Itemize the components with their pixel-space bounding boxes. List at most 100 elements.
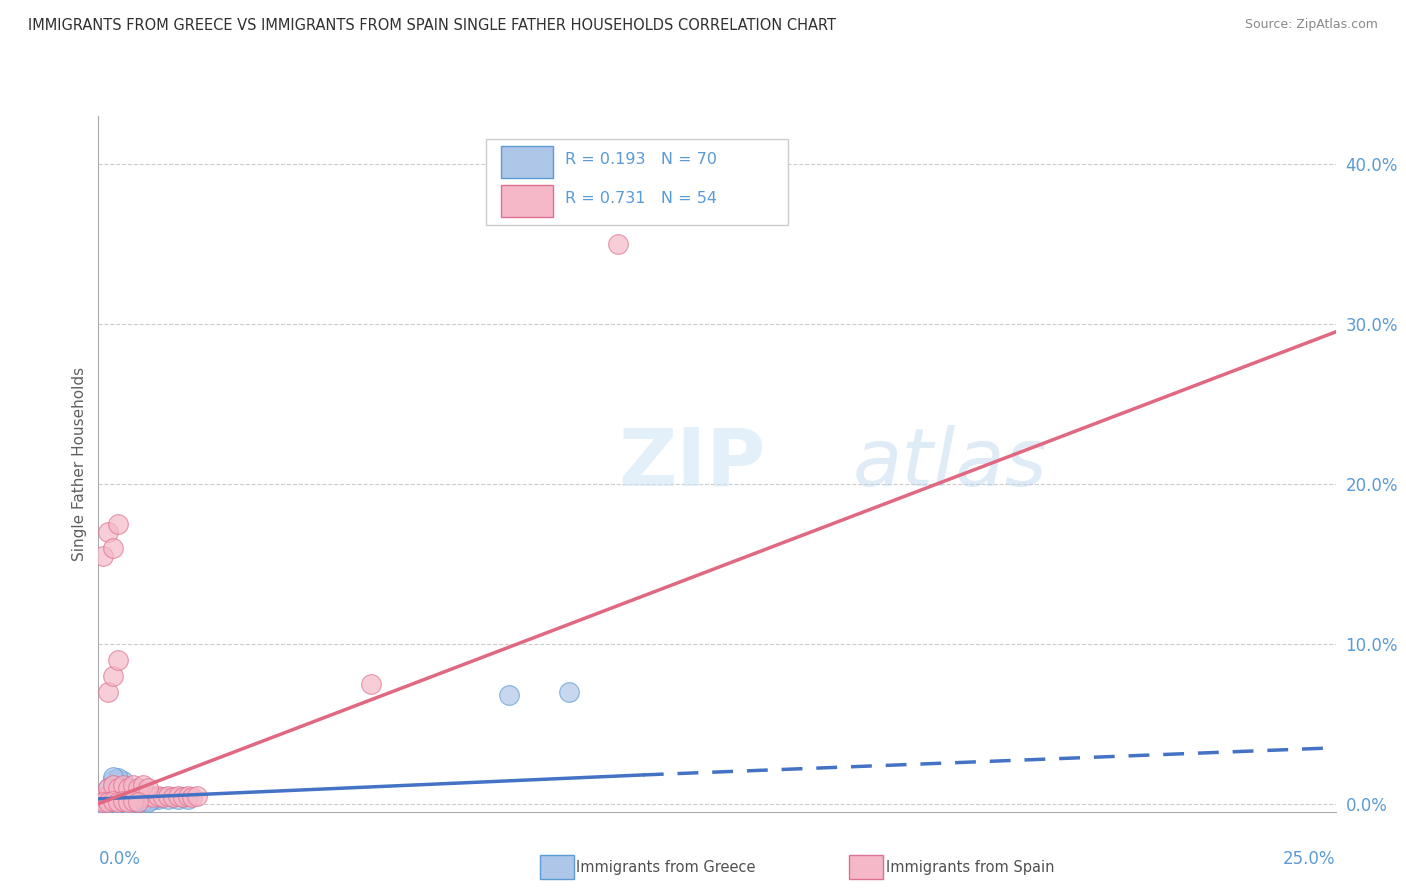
Point	[103, 790, 125, 805]
Point	[107, 789, 129, 803]
Point	[122, 778, 145, 792]
Point	[122, 790, 145, 805]
Point	[186, 789, 208, 803]
Text: Immigrants from Spain: Immigrants from Spain	[886, 860, 1054, 874]
Text: R = 0.193   N = 70: R = 0.193 N = 70	[565, 153, 717, 168]
FancyBboxPatch shape	[501, 185, 553, 217]
Point	[103, 795, 125, 809]
Point	[97, 780, 120, 795]
Point	[132, 793, 155, 807]
Point	[498, 688, 520, 702]
Point	[112, 787, 135, 801]
Point	[136, 780, 159, 795]
Point	[97, 792, 120, 806]
Point	[112, 778, 135, 792]
Point	[172, 790, 194, 805]
Point	[607, 236, 630, 251]
Point	[132, 792, 155, 806]
Point	[156, 792, 179, 806]
Point	[112, 795, 135, 809]
Text: 25.0%: 25.0%	[1284, 850, 1336, 868]
Point	[117, 795, 139, 809]
Point	[117, 789, 139, 803]
Text: ZIP: ZIP	[619, 425, 765, 503]
Text: IMMIGRANTS FROM GREECE VS IMMIGRANTS FROM SPAIN SINGLE FATHER HOUSEHOLDS CORRELA: IMMIGRANTS FROM GREECE VS IMMIGRANTS FRO…	[28, 18, 837, 33]
Point	[176, 789, 198, 803]
Point	[127, 785, 149, 799]
Point	[127, 795, 149, 809]
Point	[142, 790, 165, 805]
Point	[103, 790, 125, 805]
Point	[107, 785, 129, 799]
Point	[103, 784, 125, 798]
Point	[122, 793, 145, 807]
Point	[122, 792, 145, 806]
Point	[117, 795, 139, 809]
Point	[93, 795, 115, 809]
Point	[103, 669, 125, 683]
Point	[103, 787, 125, 801]
Point	[112, 792, 135, 806]
Point	[136, 793, 159, 807]
Point	[122, 790, 145, 805]
FancyBboxPatch shape	[501, 146, 553, 178]
Point	[132, 790, 155, 805]
Point	[103, 792, 125, 806]
Point	[107, 793, 129, 807]
Point	[132, 787, 155, 801]
Point	[112, 793, 135, 807]
Point	[132, 790, 155, 805]
Point	[112, 790, 135, 805]
Point	[97, 793, 120, 807]
Point	[107, 516, 129, 531]
Point	[103, 770, 125, 784]
Point	[107, 780, 129, 795]
Point	[93, 795, 115, 809]
Point	[117, 780, 139, 795]
Point	[136, 792, 159, 806]
Point	[112, 778, 135, 792]
Point	[107, 795, 129, 809]
Point	[97, 795, 120, 809]
Point	[127, 793, 149, 807]
Point	[117, 785, 139, 799]
Point	[97, 780, 120, 795]
Text: 0.0%: 0.0%	[98, 850, 141, 868]
Point	[112, 787, 135, 801]
Point	[107, 772, 129, 787]
Point	[103, 787, 125, 801]
Point	[107, 795, 129, 809]
Point	[127, 789, 149, 803]
Point	[103, 778, 125, 792]
Point	[107, 653, 129, 667]
Point	[112, 784, 135, 798]
Point	[136, 795, 159, 809]
Point	[93, 795, 115, 809]
Point	[172, 790, 194, 805]
Point	[127, 780, 149, 795]
Point	[97, 792, 120, 806]
Y-axis label: Single Father Households: Single Father Households	[72, 367, 87, 561]
Point	[557, 685, 579, 699]
Point	[152, 790, 174, 805]
Point	[146, 792, 169, 806]
Point	[117, 793, 139, 807]
Point	[107, 771, 129, 785]
Text: Source: ZipAtlas.com: Source: ZipAtlas.com	[1244, 18, 1378, 31]
Point	[97, 797, 120, 811]
Point	[142, 792, 165, 806]
Point	[97, 524, 120, 539]
Point	[166, 789, 188, 803]
Text: atlas: atlas	[853, 425, 1047, 503]
Point	[127, 789, 149, 803]
Point	[103, 772, 125, 787]
Point	[97, 795, 120, 809]
Point	[176, 792, 198, 806]
Point	[107, 785, 129, 799]
Point	[127, 792, 149, 806]
Point	[107, 780, 129, 795]
Point	[103, 793, 125, 807]
Point	[122, 787, 145, 801]
Point	[117, 785, 139, 799]
Point	[117, 797, 139, 811]
